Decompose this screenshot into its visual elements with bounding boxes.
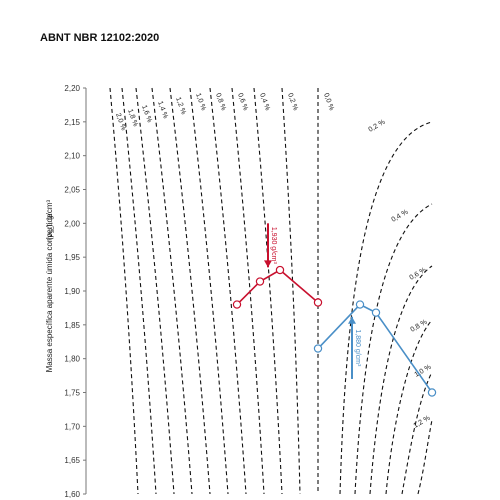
curve-label-left: 2,0 % (114, 112, 127, 131)
curve-label-right: 1,2 % (413, 415, 432, 430)
curve-label-left: 0,0 % (322, 92, 335, 111)
y-tick-label: 1,65 (64, 456, 80, 465)
curve-label-left: 1,8 % (126, 108, 139, 127)
y-tick-label: 2,00 (64, 219, 80, 228)
data-series (232, 265, 437, 397)
isoline-left (121, 87, 157, 495)
curve-label-right: 0,2 % (368, 119, 387, 134)
isoline-left (151, 87, 193, 495)
curve-label-right: 0,4 % (391, 209, 410, 224)
series-point (355, 300, 365, 309)
y-tick-label: 1,90 (64, 287, 80, 296)
series-point (427, 388, 437, 397)
isoline-left (253, 87, 283, 495)
isoline-curves (109, 87, 433, 495)
series-point (275, 265, 285, 275)
annotation-arrow-head (348, 316, 356, 324)
y-tick-label: 1,75 (64, 389, 80, 398)
curve-label-left: 0,6 % (236, 92, 249, 111)
y-axis-label: Massa específica aparente úmida converti… (45, 200, 56, 373)
curve-label-right: 0,8 % (410, 319, 429, 334)
y-tick-label: 1,80 (64, 355, 80, 364)
series-line (236, 269, 319, 306)
y-axis-symbol-open: (ρ (45, 233, 54, 241)
isoline-right (354, 203, 433, 495)
isoline-right (401, 371, 433, 495)
isoline-left (135, 87, 175, 495)
y-axis-title-main: Massa específica aparente úmida converti… (45, 213, 54, 372)
isoline-left (189, 87, 229, 495)
document-title: ABNT NBR 12102:2020 (40, 32, 160, 44)
curve-label-left: 1,4 % (156, 100, 169, 119)
curve-label-left: 0,4 % (258, 92, 271, 111)
y-tick-label: 2,10 (64, 152, 80, 161)
y-tick-label: 1,85 (64, 321, 80, 330)
isoline-right (369, 265, 433, 495)
y-tick-label: 1,60 (64, 490, 80, 499)
curve-label-left: 0,8 % (214, 92, 227, 111)
curve-label-left: 1,6 % (140, 104, 153, 123)
isoline-right (385, 319, 433, 495)
y-axis-title: Massa específica aparente úmida converti… (45, 213, 54, 372)
series-point (232, 300, 242, 309)
y-tick-label: 2,15 (64, 118, 80, 127)
curve-label-left: 0,2 % (286, 92, 299, 111)
series-point (313, 298, 323, 307)
y-axis-symbol-unit: ), g/cm³ (45, 200, 54, 227)
y-axis-symbol-sub: sc (50, 227, 56, 233)
series-point (313, 344, 323, 353)
curve-label-left: 1,0 % (194, 92, 207, 111)
isoline-right (417, 419, 433, 495)
series-point (371, 308, 381, 317)
y-tick-label: 1,70 (64, 422, 80, 431)
annotation-arrow-head (264, 260, 272, 268)
y-tick-label: 2,20 (64, 84, 80, 93)
y-ticks: 1,60 1,65 1,70 1,75 1,80 1,85 1,90 1,95 2,00 2,05… (64, 84, 86, 499)
annotation-label: 1,930 g/cm³ (270, 227, 277, 265)
series-point (255, 277, 265, 286)
y-tick-label: 2,05 (64, 186, 80, 195)
isoline-left (109, 87, 139, 495)
curve-label-right: 0,6 % (409, 267, 428, 282)
isoline-left (169, 87, 211, 495)
series-line (317, 303, 433, 393)
isoline-left (281, 87, 301, 495)
annotation-label: 1,880 g/cm³ (354, 329, 361, 367)
curve-label-left: 1,2 % (174, 96, 187, 115)
y-axis-symbol: (ρsc), g/cm³ (45, 200, 56, 241)
isoline-right (339, 121, 433, 495)
isoline-left (231, 87, 265, 495)
annotations: 1,930 g/cm³ 1,880 g/cm³ (264, 223, 361, 379)
y-tick-label: 1,95 (64, 253, 80, 262)
isoline-left (209, 87, 247, 495)
